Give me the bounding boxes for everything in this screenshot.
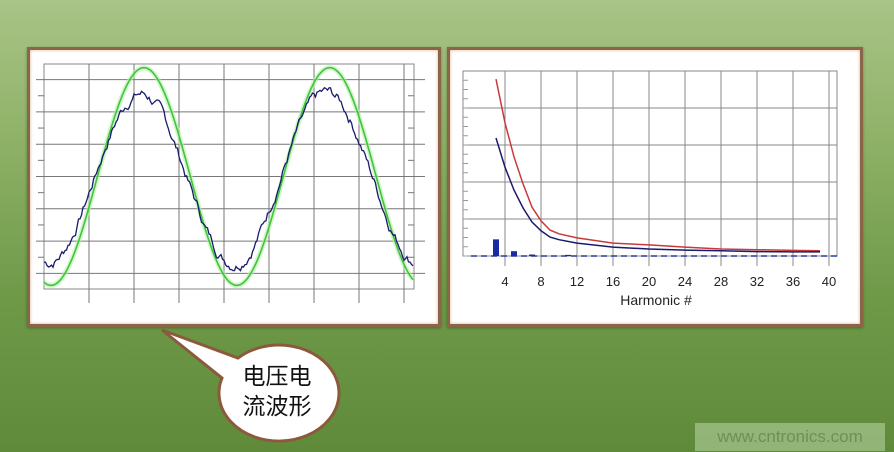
harmonic-bar	[565, 254, 571, 256]
x-tick-label: 36	[786, 274, 800, 289]
plot-frame	[462, 70, 838, 257]
watermark: www.cntronics.com	[695, 423, 885, 451]
red-harmonic-curve	[495, 78, 821, 252]
harmonic-bar	[511, 251, 517, 256]
harmonic-bar	[529, 254, 535, 256]
blue-harmonic-curve	[495, 137, 820, 253]
callout-text: 电压电 流波形	[232, 362, 322, 422]
x-tick-label: 16	[606, 274, 620, 289]
x-tick-label: 20	[642, 274, 656, 289]
callout-line-2: 流波形	[242, 394, 312, 420]
x-tick-label: 24	[678, 274, 692, 289]
voltage-current-waveform-panel	[27, 47, 441, 327]
current-waveform	[44, 86, 414, 272]
harmonic-spectrum-panel: 4 8 12 16 20 24 28 32 36 40 Harmonic #	[447, 47, 863, 327]
x-tick-label: 4	[501, 274, 508, 289]
x-axis-label: Harmonic #	[620, 292, 692, 308]
x-tick-label: 8	[537, 274, 544, 289]
x-tick-label: 32	[750, 274, 764, 289]
x-tick-label: 28	[714, 274, 728, 289]
harmonic-bar	[493, 239, 499, 256]
voltage-waveform	[43, 66, 414, 287]
harmonic-chart: 4 8 12 16 20 24 28 32 36 40 Harmonic #	[462, 70, 838, 308]
x-tick-label: 40	[822, 274, 836, 289]
waveform-chart	[36, 63, 425, 303]
x-tick-label: 12	[570, 274, 584, 289]
callout-line-1: 电压电	[242, 364, 312, 390]
